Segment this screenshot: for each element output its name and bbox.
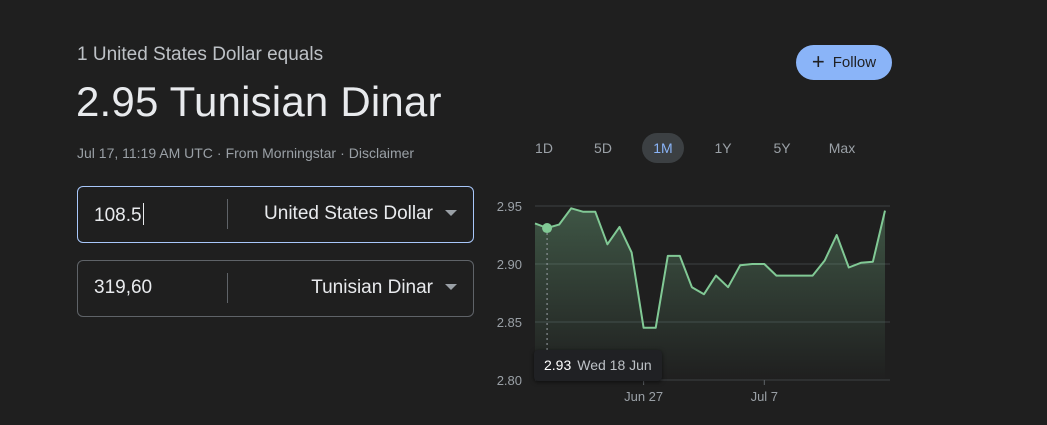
separator: · [216, 145, 222, 161]
follow-label: Follow [832, 54, 877, 71]
y-tick-label: 2.95 [497, 199, 522, 214]
tooltip-value: 2.93 [544, 357, 572, 373]
x-tick-label: Jun 27 [624, 389, 663, 404]
chart-tooltip: 2.93 Wed 18 Jun [534, 350, 662, 381]
source-label: From Morningstar [225, 145, 337, 161]
to-currency-box: 319,60 Tunisian Dinar [77, 260, 474, 317]
hover-point [542, 223, 553, 234]
to-currency-select[interactable]: Tunisian Dinar [311, 277, 433, 298]
tab-max[interactable]: Max [828, 140, 856, 156]
series-line [534, 207, 886, 329]
from-currency-box: 108.5 United States Dollar [77, 186, 474, 243]
tab-1y[interactable]: 1Y [714, 140, 732, 156]
rate-metadata: Jul 17, 11:19 AM UTC · From Morningstar · Di… [77, 145, 414, 161]
from-currency-select[interactable]: United States Dollar [264, 203, 433, 224]
text-cursor [142, 203, 144, 225]
tab-1m[interactable]: 1M [642, 133, 684, 163]
y-tick-label: 2.80 [497, 373, 522, 388]
divider [227, 199, 228, 229]
conversion-result: 2.95 Tunisian Dinar [76, 78, 442, 125]
plus-icon: + [811, 48, 825, 74]
follow-button[interactable]: + Follow [796, 45, 892, 80]
y-tick-label: 2.90 [497, 257, 522, 272]
exchange-rate-chart[interactable]: 2.95 2.90 2.85 2.80 Jun 27 Jul 7 [480, 180, 900, 415]
from-amount-input[interactable]: 108.5 [94, 203, 144, 226]
chevron-down-icon[interactable] [445, 210, 457, 216]
disclaimer-link[interactable]: Disclaimer [348, 145, 415, 161]
x-tick-label: Jul 7 [751, 389, 778, 404]
tab-5y[interactable]: 5Y [773, 140, 791, 156]
area-fill [535, 208, 885, 380]
timestamp: Jul 17, 11:19 AM UTC [77, 145, 213, 161]
tab-1d[interactable]: 1D [535, 140, 553, 156]
separator: · [340, 145, 345, 161]
tooltip-date: Wed 18 Jun [577, 357, 652, 373]
conversion-subtitle: 1 United States Dollar equals [77, 44, 324, 65]
tab-5d[interactable]: 5D [594, 140, 612, 156]
chevron-down-icon[interactable] [445, 284, 457, 290]
divider [227, 273, 228, 303]
y-tick-label: 2.85 [497, 315, 522, 330]
to-amount-input[interactable]: 319,60 [94, 277, 153, 298]
